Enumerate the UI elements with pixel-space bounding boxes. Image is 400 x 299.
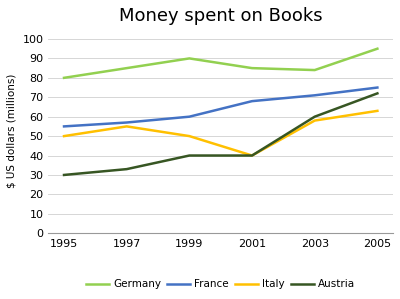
France xyxy=(124,121,129,124)
Germany xyxy=(187,57,192,60)
Austria xyxy=(62,173,66,177)
Germany xyxy=(375,47,380,51)
Austria xyxy=(187,154,192,157)
Germany xyxy=(124,66,129,70)
Line: Germany: Germany xyxy=(64,49,377,78)
Germany xyxy=(312,68,317,72)
Legend: Germany, France, Italy, Austria: Germany, France, Italy, Austria xyxy=(82,275,360,294)
Germany xyxy=(62,76,66,80)
Germany xyxy=(250,66,254,70)
Italy xyxy=(375,109,380,113)
France xyxy=(312,94,317,97)
Italy xyxy=(62,134,66,138)
Line: France: France xyxy=(64,88,377,126)
Austria xyxy=(250,154,254,157)
Line: Austria: Austria xyxy=(64,93,377,175)
France xyxy=(375,86,380,89)
Italy xyxy=(250,154,254,157)
Austria xyxy=(375,91,380,95)
France xyxy=(187,115,192,118)
Italy xyxy=(312,119,317,122)
Italy xyxy=(187,134,192,138)
Italy xyxy=(124,125,129,128)
Austria xyxy=(124,167,129,171)
France xyxy=(250,99,254,103)
Line: Italy: Italy xyxy=(64,111,377,155)
Title: Money spent on Books: Money spent on Books xyxy=(119,7,322,25)
Austria xyxy=(312,115,317,118)
France xyxy=(62,125,66,128)
Y-axis label: $ US dollars (millions): $ US dollars (millions) xyxy=(7,74,17,188)
